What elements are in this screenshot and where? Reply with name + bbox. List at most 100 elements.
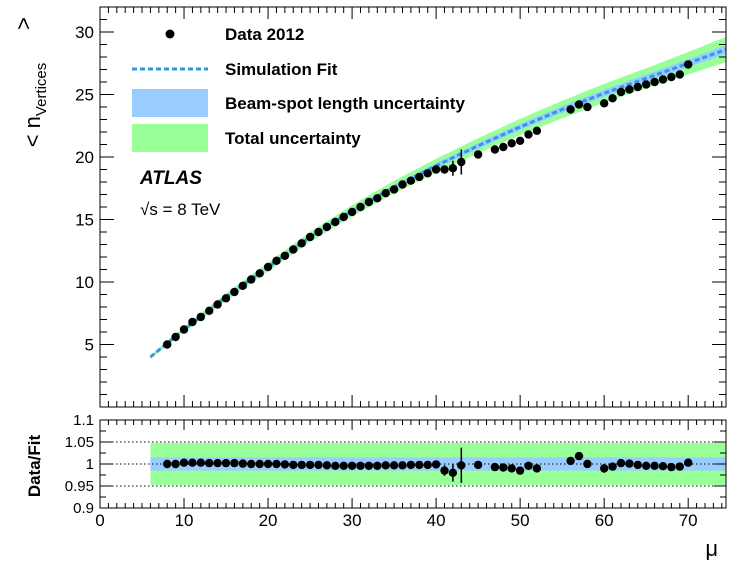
- ratio-point: [457, 461, 466, 470]
- ratio-point: [431, 460, 441, 469]
- data-point: [667, 72, 676, 82]
- ratio-point: [205, 458, 214, 468]
- data-point: [658, 75, 668, 84]
- data-point: [247, 275, 256, 284]
- ratio-point: [331, 461, 340, 470]
- data-point: [331, 217, 340, 227]
- ratio-point: [272, 459, 281, 469]
- ratio-point: [499, 463, 508, 472]
- x-axis-title: μ: [705, 536, 718, 561]
- data-point: [600, 99, 609, 108]
- legend-label: Beam-spot length uncertainty: [225, 94, 465, 113]
- legend-label: Total uncertainty: [225, 129, 361, 148]
- data-point: [171, 332, 180, 342]
- legend: Data 2012 Simulation Fit Beam-spot length …: [132, 25, 465, 152]
- main-panel: 5 10 15 20 25 30: [75, 6, 727, 408]
- data-point: [448, 164, 458, 173]
- ratio-point: [608, 462, 617, 471]
- data-point: [625, 85, 634, 94]
- ratio-point: [347, 461, 357, 470]
- ratio-point: [356, 461, 365, 470]
- ratio-point: [314, 460, 323, 470]
- y-tick-label: 10: [75, 273, 94, 292]
- data-point: [423, 169, 432, 178]
- ratio-point: [221, 458, 231, 468]
- data-point: [297, 239, 306, 248]
- data-point: [574, 100, 584, 109]
- ratio-point: [247, 459, 256, 469]
- ratio-point: [280, 460, 290, 469]
- ratio-point: [650, 461, 659, 470]
- data-point: [373, 194, 382, 203]
- ratio-point: [532, 464, 542, 473]
- y-axis-title-sub: Vertices: [33, 63, 50, 116]
- legend-marker-data: [165, 29, 175, 39]
- data-point: [255, 269, 264, 278]
- ratio-point: [574, 451, 584, 461]
- legend-label: Simulation Fit: [225, 60, 338, 79]
- ratio-point: [423, 460, 432, 470]
- ratio-point: [255, 459, 264, 469]
- data-point: [389, 185, 399, 194]
- data-point: [381, 189, 390, 198]
- labels: μ < nVertices > Data/Fit ATLAS √s = 8 Te…: [11, 17, 718, 561]
- ratio-point: [415, 460, 424, 470]
- ratio-point: [507, 464, 516, 473]
- ratio-point: [667, 462, 676, 472]
- data-point: [532, 126, 542, 135]
- ratio-point: [364, 461, 374, 470]
- y-tick-label: 30: [75, 23, 94, 42]
- legend-marker-band: [132, 124, 208, 152]
- ratio-point: [213, 458, 222, 468]
- ratio-point: [381, 461, 390, 470]
- data-point: [305, 232, 315, 242]
- data-point: [675, 70, 684, 79]
- data-point: [322, 222, 332, 232]
- y-axis-title: < nVertices >: [11, 17, 50, 147]
- data-point: [272, 256, 281, 265]
- ratio-point: [440, 466, 449, 475]
- ratio-point: [305, 460, 315, 470]
- x-tick-label: 10: [175, 511, 194, 530]
- data-point: [608, 94, 617, 103]
- ratio-point: [289, 460, 298, 470]
- beamspot-uncertainty-band: [150, 45, 726, 358]
- x-tick-label: 60: [595, 511, 614, 530]
- x-tick-label: 30: [343, 511, 362, 530]
- data-point: [339, 212, 348, 222]
- ratio-point: [238, 459, 247, 468]
- data-point: [314, 227, 323, 237]
- ratio-point: [583, 459, 592, 469]
- data-point: [642, 80, 651, 89]
- ratio-point: [339, 461, 348, 470]
- legend-marker-band: [132, 89, 208, 117]
- data-point: [431, 165, 441, 174]
- ratio-point: [675, 462, 684, 471]
- x-tick-label: 20: [259, 511, 278, 530]
- ratio-y-axis-title: Data/Fit: [25, 434, 44, 497]
- data-point: [205, 306, 214, 315]
- data-point: [633, 82, 642, 92]
- data-point: [238, 281, 247, 290]
- svg-text:< nVertices: < nVertices: [20, 63, 50, 148]
- data-point: [196, 312, 205, 322]
- ratio-point: [297, 460, 306, 470]
- data-point: [616, 87, 626, 97]
- y-tick-label: 5: [85, 336, 94, 355]
- data-point: [213, 300, 222, 309]
- data-point: [289, 245, 298, 254]
- ratio-point: [616, 458, 626, 468]
- y-axis-title-base: < n: [20, 116, 45, 147]
- data-point: [263, 262, 273, 272]
- data-point: [398, 180, 407, 189]
- legend-label: Data 2012: [225, 25, 304, 44]
- x-tick-label: 40: [427, 511, 446, 530]
- ratio-point: [230, 458, 239, 468]
- ratio-point: [490, 462, 500, 472]
- data-point: [163, 340, 172, 349]
- data-point: [650, 77, 659, 87]
- ratio-point: [171, 459, 180, 469]
- ratio-point: [625, 459, 634, 468]
